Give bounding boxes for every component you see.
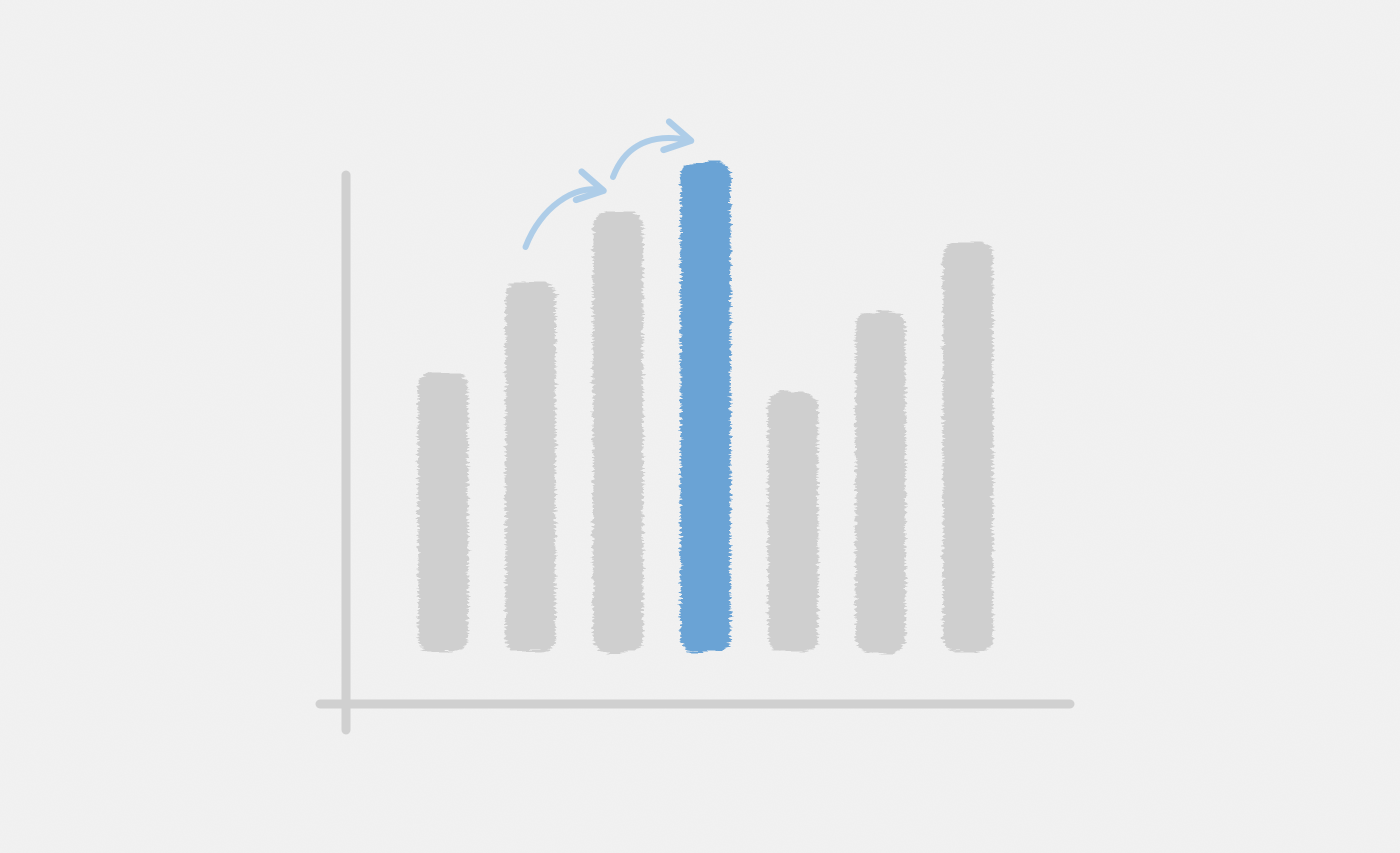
bar	[505, 282, 556, 652]
bar	[768, 392, 818, 652]
bar-highlighted	[680, 162, 731, 652]
bar	[418, 372, 468, 652]
bar	[855, 312, 906, 652]
curved-arrow	[522, 168, 607, 250]
axes	[315, 170, 1075, 735]
bars-group	[418, 162, 993, 652]
bar	[943, 242, 993, 652]
curved-arrow	[610, 118, 695, 180]
bar	[593, 212, 643, 652]
annotation-arrows	[522, 118, 695, 250]
